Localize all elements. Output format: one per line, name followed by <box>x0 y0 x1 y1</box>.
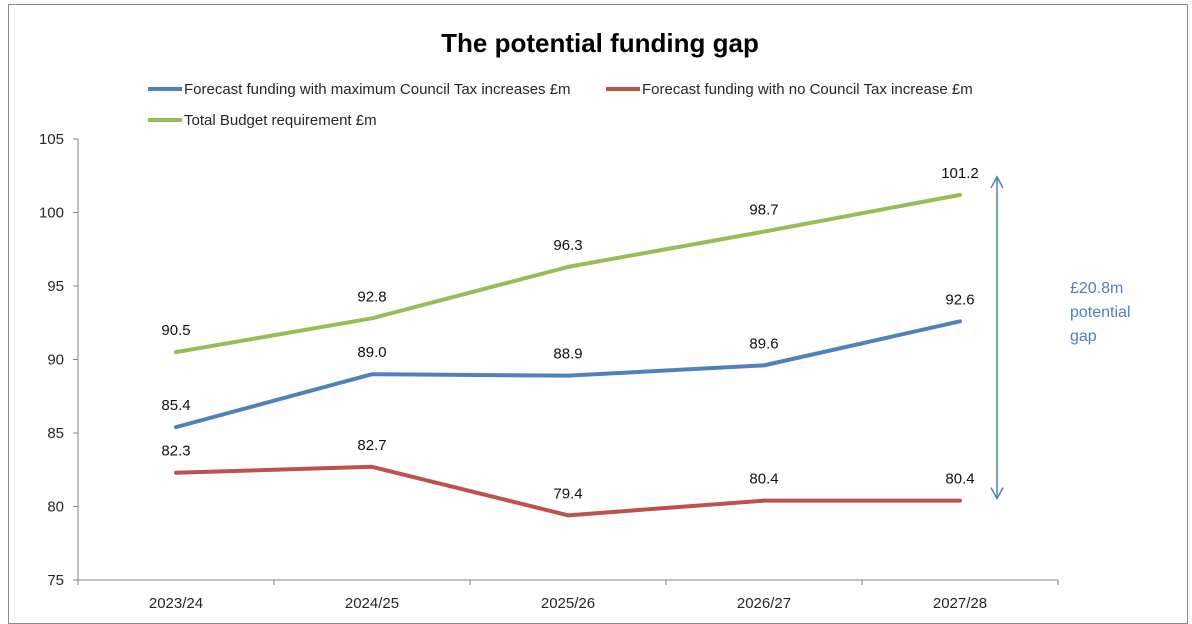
series-line-no-ct <box>174 464 962 518</box>
x-tick-label: 2023/24 <box>149 595 203 612</box>
data-label: 89.0 <box>357 344 386 361</box>
x-axis-ticks: 2023/24 2024/25 2025/26 2026/27 2027/28 <box>77 580 1059 612</box>
series-line-max-ct <box>174 319 962 430</box>
gap-label-line-3: gap <box>1070 328 1097 345</box>
gap-annotation: £20.8m potential gap <box>990 175 1131 501</box>
series-line-budget <box>174 192 962 355</box>
legend-label-max-ct: Forecast funding with maximum Council Ta… <box>184 81 571 98</box>
chart-title: The potential funding gap <box>441 28 759 58</box>
data-label: 92.6 <box>945 291 974 308</box>
chart-frame <box>8 4 1188 624</box>
y-axis-ticks: 75 80 85 90 95 100 105 <box>39 131 78 589</box>
gap-label-line-1: £20.8m <box>1070 280 1123 297</box>
gap-arrow-head-top-icon <box>990 175 1004 189</box>
x-tick-label: 2026/27 <box>737 595 791 612</box>
data-labels: 85.4 89.0 88.9 89.6 92.6 82.3 82.7 79.4 80.4 80.4… <box>161 165 978 502</box>
data-label: 96.3 <box>553 237 582 254</box>
series-lines <box>174 192 962 518</box>
y-tick-label: 85 <box>47 425 64 442</box>
x-tick-label: 2025/26 <box>541 595 595 612</box>
legend-label-budget: Total Budget requirement £m <box>184 112 377 129</box>
y-tick-label: 75 <box>47 572 64 589</box>
y-tick-label: 100 <box>39 205 64 222</box>
y-tick-label: 105 <box>39 131 64 148</box>
data-label: 82.7 <box>357 437 386 454</box>
gap-arrow-head-bottom-icon <box>990 487 1004 501</box>
x-tick-label: 2027/28 <box>933 595 987 612</box>
data-label: 89.6 <box>749 335 778 352</box>
data-label: 80.4 <box>749 471 778 488</box>
data-label: 88.9 <box>553 346 582 363</box>
data-label: 82.3 <box>161 443 190 460</box>
x-tick-label: 2024/25 <box>345 595 399 612</box>
y-tick-label: 95 <box>47 278 64 295</box>
data-label: 90.5 <box>161 322 190 339</box>
gap-label-line-2: potential <box>1070 304 1131 321</box>
data-label: 92.8 <box>357 288 386 305</box>
data-label: 85.4 <box>161 397 190 414</box>
data-label: 98.7 <box>749 202 778 219</box>
data-label: 79.4 <box>553 485 582 502</box>
legend-label-no-ct: Forecast funding with no Council Tax inc… <box>642 81 973 98</box>
data-label: 80.4 <box>945 471 974 488</box>
legend: Forecast funding with maximum Council Ta… <box>148 81 973 129</box>
data-label: 101.2 <box>941 165 979 182</box>
y-tick-label: 90 <box>47 352 64 369</box>
y-tick-label: 80 <box>47 499 64 516</box>
